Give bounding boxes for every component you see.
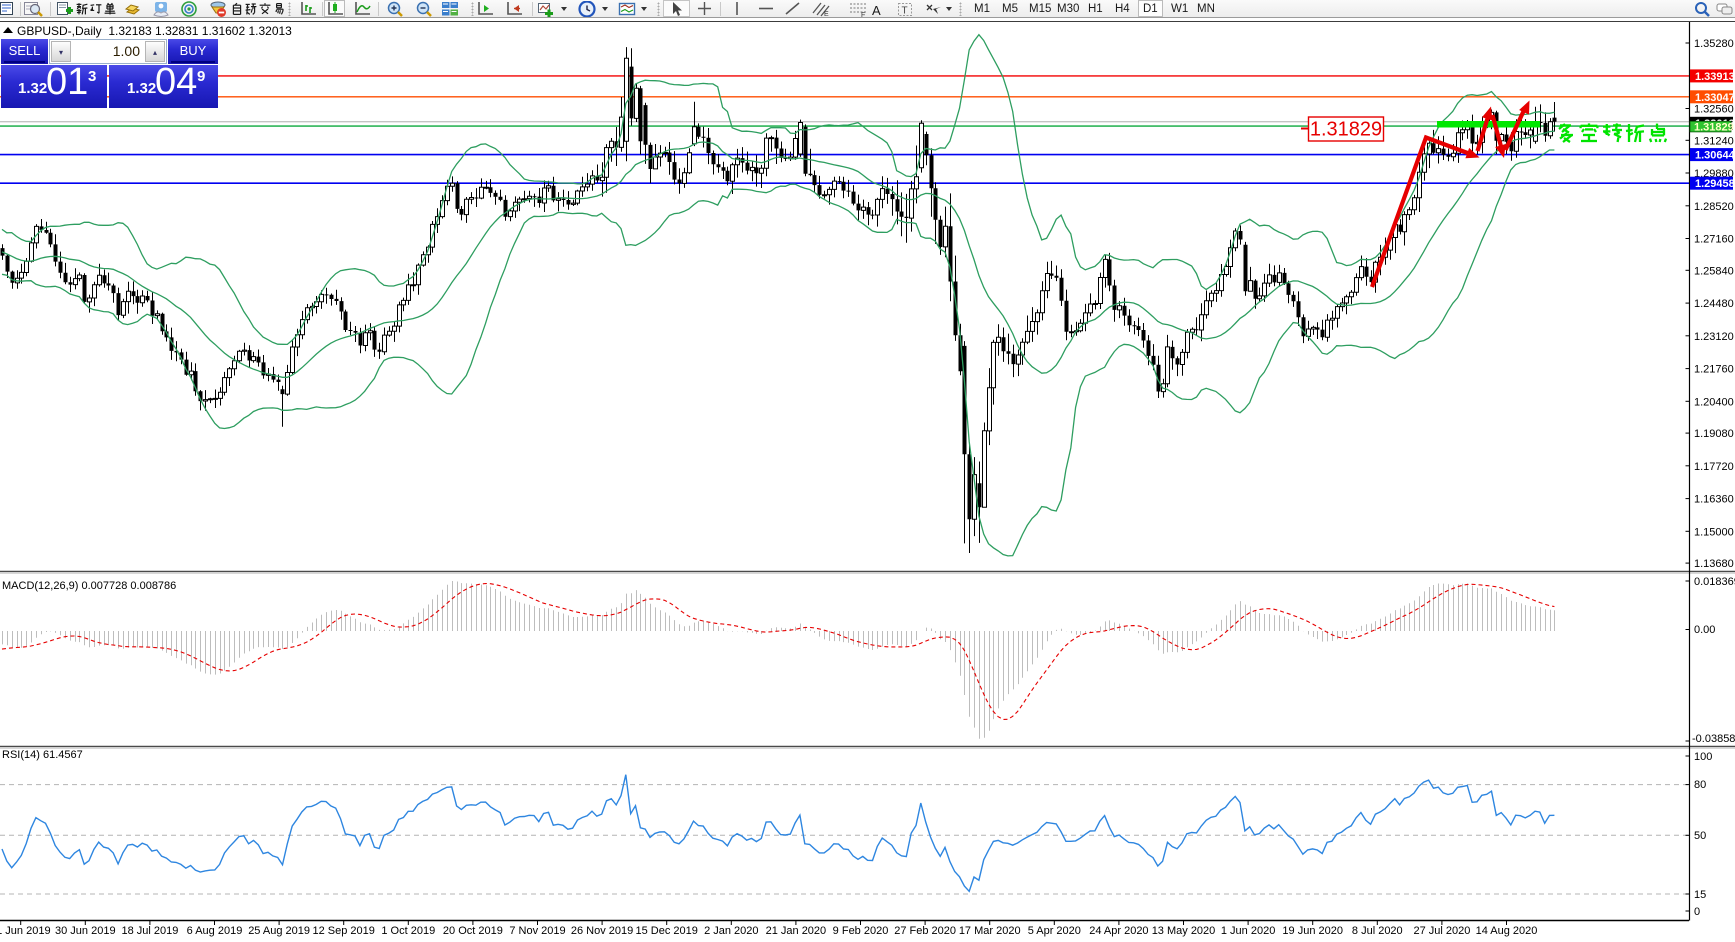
svg-text:0.018369: 0.018369: [1694, 576, 1735, 588]
svg-text:1.27160: 1.27160: [1694, 234, 1734, 246]
svg-text:1.32560: 1.32560: [1694, 104, 1734, 116]
svg-text:2 Jan 2020: 2 Jan 2020: [704, 925, 758, 937]
svg-text:RSI(14) 61.4567: RSI(14) 61.4567: [2, 749, 83, 761]
svg-text:1.28520: 1.28520: [1694, 201, 1734, 213]
svg-text:1.13680: 1.13680: [1694, 558, 1734, 570]
svg-text:1.31829: 1.31829: [1694, 121, 1734, 133]
svg-text:1.17720: 1.17720: [1694, 461, 1734, 473]
svg-text:1.19080: 1.19080: [1694, 428, 1734, 440]
svg-text:50: 50: [1694, 830, 1706, 842]
svg-text:19 Jun 2020: 19 Jun 2020: [1282, 925, 1343, 937]
svg-text:14 Aug 2020: 14 Aug 2020: [1476, 925, 1538, 937]
svg-text:1.20400: 1.20400: [1694, 396, 1734, 408]
svg-text:-0.038585: -0.038585: [1692, 733, 1735, 745]
svg-text:1.23120: 1.23120: [1694, 331, 1734, 343]
svg-text:1 Oct 2019: 1 Oct 2019: [381, 925, 435, 937]
svg-text:100: 100: [1694, 751, 1712, 763]
svg-text:17 Mar 2020: 17 Mar 2020: [959, 925, 1021, 937]
svg-text:21 Jan 2020: 21 Jan 2020: [766, 925, 827, 937]
svg-text:1.25840: 1.25840: [1694, 265, 1734, 277]
svg-text:MACD(12,26,9) 0.007728 0.00878: MACD(12,26,9) 0.007728 0.008786: [2, 580, 176, 592]
svg-text:1.31829: 1.31829: [1310, 119, 1382, 141]
svg-text:1.16360: 1.16360: [1694, 494, 1734, 506]
svg-text:0: 0: [1694, 906, 1700, 918]
svg-text:T: T: [902, 6, 908, 17]
svg-text:1.35280: 1.35280: [1694, 38, 1734, 50]
svg-text:1.30644: 1.30644: [1695, 150, 1735, 162]
svg-text:18 Jul 2019: 18 Jul 2019: [121, 925, 178, 937]
svg-text:15: 15: [1694, 889, 1706, 901]
svg-text:12 Sep 2019: 12 Sep 2019: [313, 925, 375, 937]
svg-text:11 Jun 2019: 11 Jun 2019: [0, 925, 51, 937]
svg-text:GBPUSD-,Daily 1.32183 1.32831: GBPUSD-,Daily 1.32183 1.32831 1.31602 1.…: [17, 24, 292, 38]
svg-text:1 Jun 2020: 1 Jun 2020: [1221, 925, 1275, 937]
svg-text:9 Feb 2020: 9 Feb 2020: [833, 925, 889, 937]
svg-text:25 Aug 2019: 25 Aug 2019: [248, 925, 310, 937]
svg-text:5 Apr 2020: 5 Apr 2020: [1028, 925, 1081, 937]
svg-text:0.00: 0.00: [1694, 624, 1715, 636]
svg-text:8 Jul 2020: 8 Jul 2020: [1352, 925, 1403, 937]
svg-text:1.21760: 1.21760: [1694, 364, 1734, 376]
svg-text:30 Jun 2019: 30 Jun 2019: [55, 925, 116, 937]
svg-text:20 Oct 2019: 20 Oct 2019: [443, 925, 503, 937]
svg-text:1.24480: 1.24480: [1694, 298, 1734, 310]
svg-text:1.33913: 1.33913: [1695, 71, 1735, 83]
svg-text:26 Nov 2019: 26 Nov 2019: [571, 925, 633, 937]
svg-text:15 Dec 2019: 15 Dec 2019: [636, 925, 698, 937]
svg-text:6 Aug 2019: 6 Aug 2019: [187, 925, 243, 937]
svg-text:F: F: [861, 12, 865, 17]
svg-text:1.31240: 1.31240: [1694, 135, 1734, 147]
svg-text:27 Jul 2020: 27 Jul 2020: [1413, 925, 1470, 937]
svg-text:7 Nov 2019: 7 Nov 2019: [509, 925, 565, 937]
svg-text:13 May 2020: 13 May 2020: [1152, 925, 1216, 937]
svg-text:27 Feb 2020: 27 Feb 2020: [894, 925, 956, 937]
svg-text:24 Apr 2020: 24 Apr 2020: [1089, 925, 1148, 937]
svg-text:1.29458: 1.29458: [1695, 178, 1735, 190]
svg-text:E: E: [824, 11, 829, 17]
svg-text:1.33047: 1.33047: [1695, 92, 1735, 104]
svg-text:80: 80: [1694, 779, 1706, 791]
svg-text:1.15000: 1.15000: [1694, 526, 1734, 538]
